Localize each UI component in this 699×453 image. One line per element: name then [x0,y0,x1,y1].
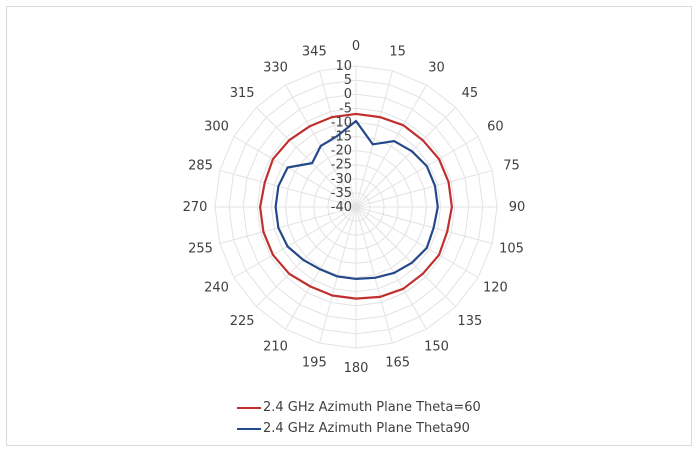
grid-spoke [355,84,427,208]
legend: 2.4 GHz Azimuth Plane Theta=60 2.4 GHz A… [237,397,481,439]
grid-spoke [355,206,479,278]
legend-item-theta60: 2.4 GHz Azimuth Plane Theta=60 [237,397,481,418]
angle-label: 225 [230,314,255,329]
angle-label: 240 [204,281,229,296]
angle-label: 120 [483,281,508,296]
angle-label: 45 [462,86,479,101]
angle-label: 195 [302,356,327,371]
angle-label: 150 [424,339,449,354]
radial-tick-label: -20 [331,144,352,159]
angle-tick-labels: 0 15 30 45 60 75 90 105 120 135 150 165 180 195 210 225… [183,39,526,376]
grid-spoke [219,170,357,208]
angle-label: 285 [188,158,213,173]
angle-label: 135 [457,314,482,329]
grid-spoke [355,136,479,208]
radial-tick-label: -30 [331,172,352,187]
grid-spoke [355,206,493,244]
grid-spoke [355,70,393,208]
radial-tick-label: -10 [331,115,352,130]
angle-label: 180 [344,361,369,376]
legend-swatch-theta90 [237,427,261,430]
angle-label: 270 [183,200,208,215]
radar-chart: 0 15 30 45 60 75 90 105 120 135 150 165 180 195 210 225… [183,39,526,376]
grid-spoke [285,206,357,330]
grid-spoke [355,206,393,344]
grid-spoke [233,206,357,278]
grid-spoke [319,70,357,208]
angle-label: 0 [352,39,360,54]
grid-spoke [355,206,427,330]
grid-spoke [255,106,357,208]
radial-tick-label: -35 [331,186,352,201]
angle-label: 255 [188,242,213,257]
grid-spoke [319,206,357,344]
radial-tick-label: -15 [331,130,352,145]
radar-grid [214,65,498,349]
series-line-0 [259,112,453,300]
grid-spoke [355,106,457,208]
radial-tick-label: 10 [335,59,352,74]
angle-label: 105 [499,242,524,257]
angle-label: 345 [302,44,327,59]
angle-label: 210 [263,339,288,354]
angle-label: 75 [503,158,520,173]
angle-label: 15 [389,44,406,59]
grid-spoke [255,206,357,308]
grid-spoke [233,136,357,208]
angle-label: 300 [204,120,229,135]
angle-label: 165 [385,356,410,371]
chart-frame: 0 15 30 45 60 75 90 105 120 135 150 165 180 195 210 225… [6,6,692,446]
legend-label-theta60: 2.4 GHz Azimuth Plane Theta=60 [263,400,481,415]
radial-tick-label: -25 [331,158,352,173]
angle-label: 315 [230,86,255,101]
grid-spoke [355,206,457,308]
radial-tick-label: -40 [331,200,352,215]
radial-tick-label: 0 [344,87,352,102]
radial-tick-label: 5 [344,73,352,88]
angle-label: 330 [263,61,288,76]
grid-spoke [219,206,357,244]
radial-tick-label: -5 [339,101,352,116]
grid-spoke [355,170,493,208]
angle-label: 90 [509,200,526,215]
series-line-1 [274,119,439,281]
angle-label: 60 [487,120,504,135]
angle-label: 30 [428,61,445,76]
legend-item-theta90: 2.4 GHz Azimuth Plane Theta90 [237,418,481,439]
legend-swatch-theta60 [237,406,261,409]
radar-series [259,112,453,300]
legend-label-theta90: 2.4 GHz Azimuth Plane Theta90 [263,421,470,436]
